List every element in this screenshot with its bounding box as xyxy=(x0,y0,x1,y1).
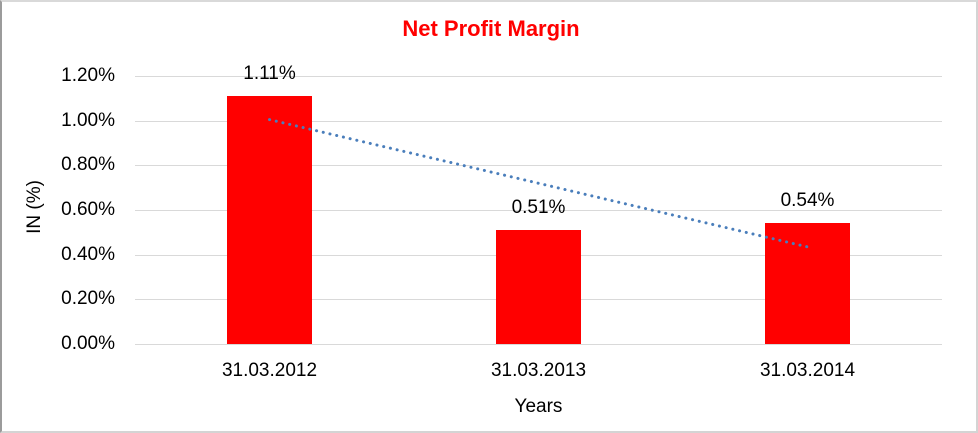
bar xyxy=(496,230,581,344)
x-tick-label: 31.03.2012 xyxy=(221,360,318,381)
trendline xyxy=(268,118,809,249)
bar xyxy=(765,223,850,344)
y-tick-label: 0.40% xyxy=(61,244,115,265)
y-tick-label: 0.80% xyxy=(61,154,115,175)
x-tick-label: 31.03.2013 xyxy=(490,360,587,381)
x-axis-title: Years xyxy=(514,396,563,417)
bar-value-label: 1.11% xyxy=(243,63,296,85)
chart-title: Net Profit Margin xyxy=(402,16,580,41)
y-tick-label: 1.20% xyxy=(61,65,115,86)
bar-value-label: 0.51% xyxy=(511,197,566,219)
x-tick-label: 31.03.2014 xyxy=(759,360,856,381)
y-tick-label: 0.00% xyxy=(61,333,115,354)
y-gridline xyxy=(135,76,942,77)
bar xyxy=(227,96,312,344)
bar-value-label: 0.54% xyxy=(780,190,835,212)
y-gridline xyxy=(135,344,942,345)
y-tick-label: 0.60% xyxy=(61,199,115,220)
y-tick-label: 1.00% xyxy=(61,110,115,131)
y-tick-label: 0.20% xyxy=(61,288,115,309)
